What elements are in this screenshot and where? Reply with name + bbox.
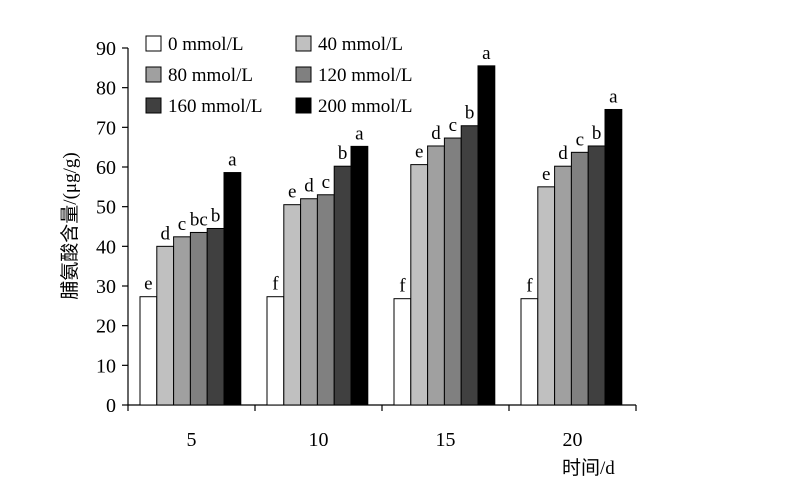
- bar: [350, 145, 369, 406]
- significance-label: c: [576, 129, 584, 150]
- bar: [410, 164, 429, 406]
- bar: [156, 245, 175, 406]
- legend-swatch: [295, 97, 312, 114]
- legend-label: 160 mmol/L: [168, 96, 262, 117]
- legend: 0 mmol/L 40 mmol/L 80 mmol/L 120 mmol/L 160 …: [145, 34, 412, 117]
- significance-label: bc: [190, 209, 208, 230]
- bar: [223, 172, 242, 406]
- significance-label: d: [431, 123, 441, 144]
- significance-label: e: [144, 274, 152, 295]
- legend-swatch: [145, 66, 162, 83]
- significance-label: d: [304, 176, 314, 197]
- y-tick-label: 30: [96, 276, 116, 298]
- significance-label: a: [609, 86, 618, 107]
- bar: [460, 125, 479, 406]
- x-tick-label: 20: [563, 429, 583, 451]
- legend-swatch: [295, 35, 312, 52]
- significance-label: a: [228, 150, 237, 171]
- bars: [139, 65, 623, 406]
- significance-label: f: [526, 276, 533, 297]
- significance-label: e: [542, 164, 550, 185]
- significance-label: c: [178, 214, 186, 235]
- legend-label: 0 mmol/L: [168, 34, 243, 55]
- significance-label: e: [288, 182, 296, 203]
- significance-label: b: [465, 103, 475, 124]
- bar: [189, 231, 208, 406]
- y-tick-label: 40: [96, 236, 116, 258]
- significance-label: b: [338, 143, 348, 164]
- bar: [316, 194, 335, 406]
- bar: [283, 204, 302, 406]
- significance-label: d: [160, 223, 170, 244]
- bar: [477, 65, 496, 406]
- bar: [443, 137, 462, 406]
- legend-label: 200 mmol/L: [318, 96, 412, 117]
- x-axis: 5 10 15 20: [127, 404, 637, 451]
- legend-swatch: [145, 35, 162, 52]
- significance-label: b: [211, 205, 221, 226]
- legend-label: 40 mmol/L: [318, 34, 403, 55]
- bar: [427, 145, 445, 406]
- y-tick-label: 0: [106, 395, 116, 417]
- bar: [139, 296, 158, 406]
- bar: [604, 108, 623, 406]
- significance-label: a: [355, 123, 364, 144]
- bar: [537, 186, 556, 406]
- significance-label: d: [558, 143, 568, 164]
- y-axis: 0 10 20 30 40 50 60 70 80 90: [96, 38, 129, 417]
- bar: [570, 151, 589, 406]
- y-axis-title: 脯氨酸含量/(μg/g): [59, 152, 81, 299]
- y-tick-label: 80: [96, 78, 116, 100]
- significance-label: c: [322, 172, 330, 193]
- bar: [393, 298, 412, 406]
- x-tick-label: 15: [436, 429, 456, 451]
- significance-label: c: [449, 115, 457, 136]
- y-tick-label: 10: [96, 355, 116, 377]
- x-axis-title: 时间/d: [562, 457, 615, 479]
- significance-label: b: [592, 123, 602, 144]
- x-tick-label: 5: [187, 429, 197, 451]
- legend-swatch: [145, 97, 162, 114]
- y-tick-label: 20: [96, 316, 116, 338]
- y-tick-label: 50: [96, 197, 116, 219]
- bar: [554, 165, 572, 406]
- significance-label: a: [482, 43, 491, 64]
- bar: [173, 236, 191, 406]
- bar: [333, 165, 352, 406]
- bar: [300, 198, 318, 406]
- significance-label: f: [272, 274, 279, 295]
- significance-label: e: [415, 142, 423, 163]
- legend-label: 120 mmol/L: [318, 65, 412, 86]
- y-tick-label: 70: [96, 117, 116, 139]
- legend-label: 80 mmol/L: [168, 65, 253, 86]
- x-tick-label: 10: [309, 429, 329, 451]
- significance-label: f: [399, 276, 406, 297]
- y-tick-label: 90: [96, 38, 116, 60]
- bar: [266, 296, 285, 406]
- bar: [587, 145, 606, 406]
- bar: [206, 227, 225, 406]
- y-tick-label: 60: [96, 157, 116, 179]
- bar: [520, 298, 539, 406]
- legend-swatch: [295, 66, 312, 83]
